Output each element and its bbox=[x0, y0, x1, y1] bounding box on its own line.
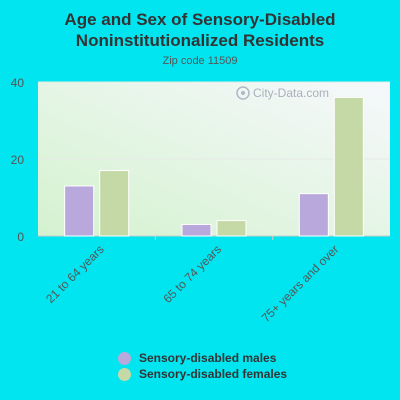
chart-subtitle: Zip code 11509 bbox=[162, 55, 238, 67]
watermark: City-Data.com bbox=[236, 86, 329, 100]
x-tick-label: 21 to 64 years bbox=[43, 242, 107, 306]
y-tick-label: 40 bbox=[11, 76, 25, 90]
legend-item-males: Sensory-disabled males bbox=[118, 350, 287, 366]
bar-females bbox=[99, 170, 130, 237]
bar-males bbox=[298, 193, 329, 237]
y-tick-label: 20 bbox=[11, 153, 25, 167]
x-tick-label: 65 to 74 years bbox=[160, 242, 224, 306]
bar-males bbox=[64, 185, 95, 237]
legend-swatch-females bbox=[118, 367, 131, 381]
legend-label-males: Sensory-disabled males bbox=[139, 351, 277, 365]
bar-females bbox=[216, 220, 247, 237]
legend-label-females: Sensory-disabled females bbox=[139, 367, 288, 381]
bar-females bbox=[333, 96, 364, 237]
bar-males bbox=[181, 223, 212, 237]
x-tick-label: 75+ years and over bbox=[259, 242, 342, 325]
chart-title: Age and Sex of Sensory-Disabled Noninsti… bbox=[64, 10, 336, 50]
legend-item-females: Sensory-disabled females bbox=[118, 366, 287, 382]
legend: Sensory-disabled males Sensory-disabled … bbox=[118, 350, 287, 382]
legend-swatch-males bbox=[118, 351, 131, 365]
watermark-text: City-Data.com bbox=[253, 86, 329, 100]
y-tick-label: 0 bbox=[17, 230, 24, 244]
